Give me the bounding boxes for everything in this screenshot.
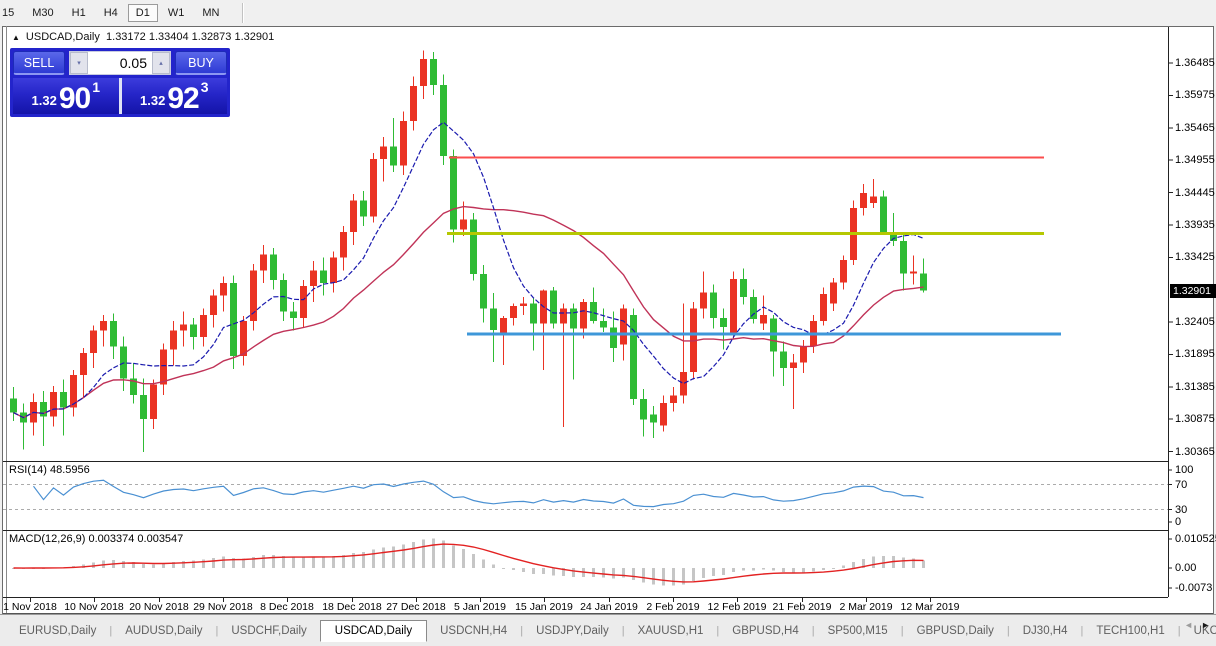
timeframe-H4[interactable]: H4: [103, 7, 118, 19]
macd-label: MACD(12,26,9) 0.003374 0.003547: [9, 533, 184, 545]
tab-GBPUSD-Daily[interactable]: GBPUSD,Daily: [916, 624, 994, 637]
rsi-tick-label: 30: [1175, 503, 1188, 516]
tab-USDJPY-Daily[interactable]: USDJPY,Daily: [536, 624, 609, 637]
timeframe-D1[interactable]: D1: [127, 4, 158, 22]
price-tick-label: 1.32405: [1175, 316, 1215, 329]
date-tick-label: 15 Jan 2019: [515, 601, 573, 613]
macd-tick-label: 0.010525: [1175, 533, 1216, 545]
buy-price-big: 92: [167, 81, 199, 115]
tab-UKC[interactable]: UKC: [1193, 624, 1216, 637]
symbol-tab-bar: EURUSD,Daily | AUDUSD,Daily | USDCHF,Daily US…: [0, 614, 1216, 646]
price-tick-label: 1.35465: [1175, 121, 1215, 134]
sell-button[interactable]: SELL: [13, 51, 65, 75]
tab-SP500-M15[interactable]: SP500,M15: [827, 624, 888, 637]
buy-price-pip: 3: [200, 79, 209, 95]
buy-price-prefix: 1.32: [140, 93, 166, 108]
date-tick-label: 21 Feb 2019: [772, 601, 832, 613]
timeframe-H1[interactable]: H1: [71, 7, 86, 19]
chart-title: ▲ USDCAD,Daily 1.33172 1.33404 1.32873 1.…: [12, 31, 274, 43]
price-tick-label: 1.30875: [1175, 413, 1215, 426]
price-tick-label: 1.34955: [1175, 154, 1215, 167]
price-tick-label: 1.31895: [1175, 348, 1215, 361]
tab-separator: |: [1177, 624, 1181, 637]
tab-separator: |: [215, 624, 219, 637]
tab-scroll-right-icon[interactable]: ►: [1201, 620, 1210, 630]
symbol-period-label: USDCAD,Daily: [25, 31, 100, 43]
sell-price-pip: 1: [92, 79, 100, 95]
tab-USDCAD-Daily[interactable]: USDCAD,Daily: [319, 619, 428, 642]
tab-scroll-left-icon[interactable]: ◄: [1184, 620, 1194, 630]
date-tick-label: 12 Feb 2019: [707, 601, 767, 613]
timeframe-toolbar: 15 M30 H1 H4 D1 W1 MN: [0, 0, 1216, 26]
rsi-tick-label: 0: [1175, 516, 1182, 528]
current-price-badge: 1.32901: [1170, 283, 1216, 298]
tab-USDCNH-H4[interactable]: USDCNH,H4: [440, 624, 508, 637]
toolbar-separator: [242, 3, 245, 23]
sell-price-prefix: 1.32: [31, 93, 57, 108]
price-tick-label: 1.33425: [1175, 251, 1215, 264]
date-tick-label: 20 Nov 2018: [129, 601, 189, 613]
tab-XAUUSD-H1[interactable]: XAUUSD,H1: [637, 624, 704, 637]
lot-increase-icon[interactable]: ▴: [152, 52, 170, 74]
price-tick-label: 1.33935: [1175, 218, 1215, 231]
macd-tick-label: -0.0073: [1175, 582, 1213, 594]
one-click-trade-panel: SELL ▾ ▴ BUY 1.32 90 1 1.32 92 3: [10, 48, 230, 117]
tab-separator: |: [716, 624, 720, 637]
timeframe-W1[interactable]: W1: [167, 7, 185, 19]
macd-signal-line: [13, 543, 924, 583]
tab-AUDUSD-Daily[interactable]: AUDUSD,Daily: [125, 624, 203, 637]
date-tick-label: 24 Jan 2019: [580, 601, 638, 613]
tab-separator: |: [1080, 624, 1084, 637]
date-tick-label: 8 Dec 2018: [260, 601, 314, 613]
date-tick-label: 2 Feb 2019: [646, 601, 700, 613]
sell-price-box[interactable]: 1.32 90 1: [13, 78, 119, 114]
lot-size-input[interactable]: [88, 52, 152, 74]
date-tick-label: 1 Nov 2018: [3, 601, 57, 613]
collapse-icon[interactable]: ▲: [12, 33, 20, 42]
lot-decrease-icon[interactable]: ▾: [70, 52, 88, 74]
tab-TECH100-H1[interactable]: TECH100,H1: [1096, 624, 1165, 637]
timeframe-M30[interactable]: M30: [32, 7, 54, 19]
date-tick-label: 27 Dec 2018: [386, 601, 446, 613]
rsi-tick-label: 100: [1175, 464, 1194, 476]
ma-fast-line: [13, 121, 924, 419]
price-tick-label: 1.30365: [1175, 445, 1215, 458]
date-tick-label: 12 Mar 2019: [900, 601, 960, 613]
price-tick-label: 1.35975: [1175, 89, 1215, 102]
tab-scroll-arrows: ◄ ►: [1184, 620, 1210, 630]
tab-EURUSD-Daily[interactable]: EURUSD,Daily: [19, 624, 97, 637]
tab-DJ30-H4[interactable]: DJ30,H4: [1022, 624, 1068, 637]
date-tick-label: 18 Dec 2018: [322, 601, 382, 613]
ohlc-values: 1.33172 1.33404 1.32873 1.32901: [106, 31, 275, 43]
date-tick-label: 29 Nov 2018: [193, 601, 253, 613]
timeframe-15[interactable]: 15: [2, 7, 15, 19]
timeframe-MN[interactable]: MN: [202, 7, 220, 19]
date-tick-label: 5 Jan 2019: [454, 601, 506, 613]
tab-separator: |: [109, 624, 113, 637]
date-tick-label: 2 Mar 2019: [839, 601, 893, 613]
date-tick-label: 10 Nov 2018: [64, 601, 124, 613]
rsi-line: [33, 479, 924, 508]
rsi-label: RSI(14) 48.5956: [9, 464, 90, 476]
buy-button[interactable]: BUY: [175, 51, 227, 75]
tab-USDCHF-Daily[interactable]: USDCHF,Daily: [231, 624, 307, 637]
ma-slow-line: [13, 205, 924, 419]
rsi-tick-label: 70: [1175, 478, 1188, 491]
tab-separator: |: [811, 624, 815, 637]
price-tick-label: 1.34445: [1175, 186, 1215, 199]
price-tick-label: 1.36485: [1175, 57, 1215, 69]
tab-separator: |: [1006, 624, 1010, 637]
tab-GBPUSD-H4[interactable]: GBPUSD,H4: [732, 624, 799, 637]
window-left-groove: [6, 26, 7, 614]
sell-price-big: 90: [58, 81, 91, 115]
buy-price-box[interactable]: 1.32 92 3: [121, 78, 227, 115]
tab-separator: |: [900, 624, 904, 637]
lot-size-stepper: ▾ ▴: [69, 51, 171, 75]
tab-separator: |: [621, 624, 625, 637]
macd-tick-label: 0.00: [1175, 562, 1197, 574]
tab-separator: |: [520, 624, 524, 637]
price-tick-label: 1.31385: [1175, 380, 1215, 393]
